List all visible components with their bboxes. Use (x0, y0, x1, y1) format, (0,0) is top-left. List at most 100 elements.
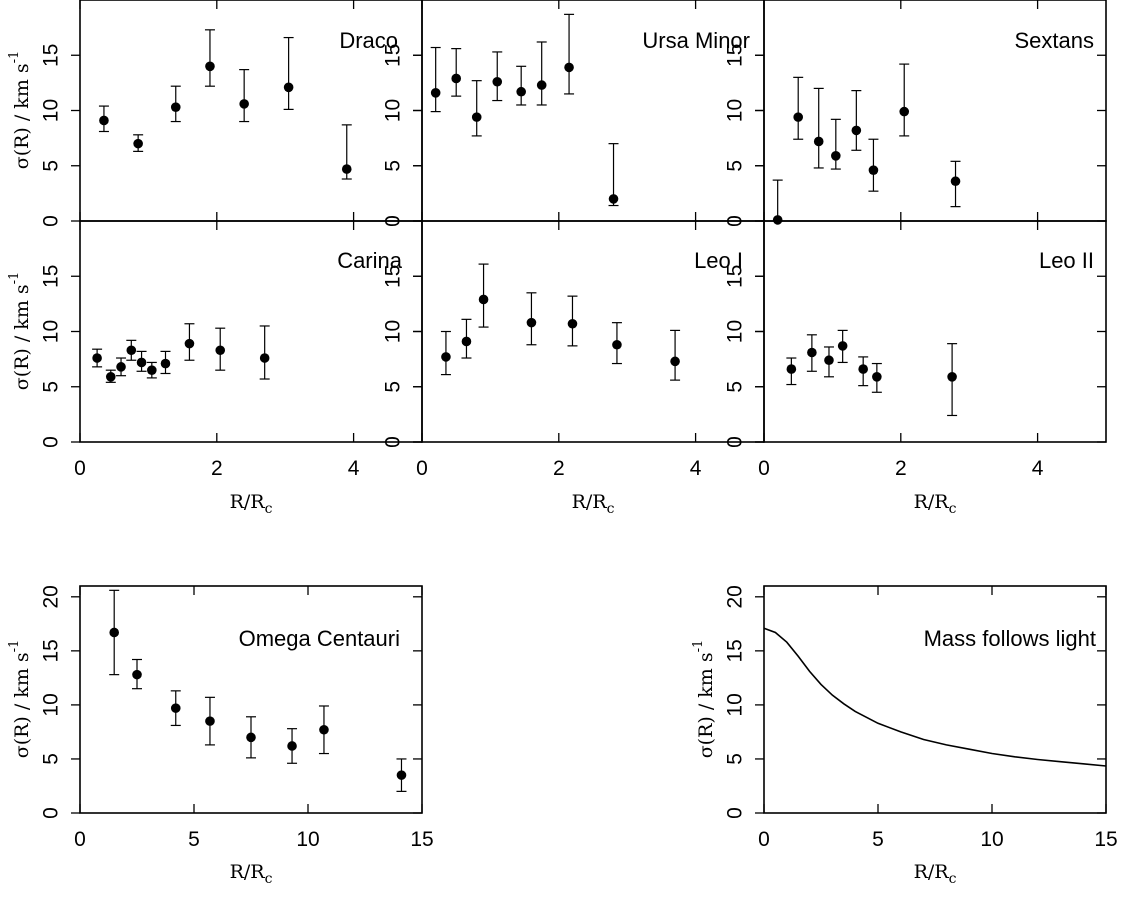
x-tick-label: 10 (980, 828, 1003, 851)
data-point (341, 164, 352, 174)
data-point (246, 732, 256, 743)
x-tick-label: 5 (872, 828, 884, 851)
y-tick-label: 10 (724, 99, 747, 122)
y-tick-label: 5 (724, 381, 747, 393)
x-axis-label: R/Rc (230, 491, 273, 517)
panel-title: Sextans (1015, 28, 1095, 53)
y-tick-label: 20 (724, 585, 747, 608)
data-point (899, 106, 910, 117)
data-point (837, 341, 848, 351)
y-tick-label: 5 (40, 753, 63, 765)
data-point (109, 627, 119, 638)
y-tick-label: 15 (724, 44, 747, 67)
y-tick-label: 10 (40, 320, 63, 343)
x-tick-label: 2 (553, 457, 565, 480)
data-point (147, 365, 157, 375)
x-axis-label: R/Rc (914, 861, 957, 887)
panel-title: Omega Centauri (239, 626, 400, 651)
y-axis-label: σ(R) / km s-1 (7, 51, 34, 170)
y-tick-label: 20 (40, 585, 63, 608)
data-point (567, 318, 578, 329)
y-axis-label: σ(R) / km s-1 (691, 640, 718, 759)
x-tick-label: 10 (296, 828, 319, 851)
data-point (824, 355, 834, 366)
data-point (950, 176, 961, 187)
y-tick-label: 15 (724, 639, 747, 662)
data-point (564, 62, 574, 73)
x-axis-labels: R/Rc R/Rc R/Rc R/Rc R/Rc (230, 491, 957, 887)
data-point (287, 741, 297, 751)
x-tick-label: 15 (410, 828, 433, 851)
data-point (133, 138, 143, 149)
panel-leo-ii: 0 2 4 0 5 10 15 Leo II (724, 220, 1107, 480)
y-tick-label: 5 (724, 753, 747, 765)
data-point (516, 86, 526, 97)
data-point (478, 294, 489, 305)
y-axis-label: σ(R) / km s-1 (7, 640, 34, 759)
data-point (441, 352, 451, 362)
data-point (868, 165, 879, 175)
data-point (132, 669, 142, 680)
data-point (807, 347, 817, 358)
x-tick-label: 0 (758, 457, 770, 480)
y-tick-label: 15 (40, 639, 63, 662)
x-tick-label: 5 (188, 828, 200, 851)
y-tick-label: 10 (724, 320, 747, 343)
model-curve (763, 627, 1107, 767)
data-point (451, 73, 462, 84)
y-tick-label: 15 (40, 265, 63, 288)
data-point (461, 336, 472, 347)
y-axis-label: σ(R) / km s-1 (7, 272, 34, 391)
panel-title: Draco (339, 28, 398, 53)
y-tick-label: 5 (382, 160, 405, 172)
data-point (793, 112, 803, 122)
data-point (319, 724, 329, 735)
panel-title: Carina (337, 248, 403, 273)
data-point (831, 151, 841, 161)
y-tick-label: 5 (40, 160, 63, 172)
x-tick-label: 0 (758, 828, 770, 851)
panel-omega-centauri: 0 5 10 15 0 5 10 15 20 Omega Centauri (40, 585, 434, 851)
y-tick-label: 10 (724, 693, 747, 716)
y-tick-label: 15 (40, 44, 63, 67)
x-axis-label: R/Rc (230, 861, 273, 887)
y-tick-label: 10 (40, 693, 63, 716)
panel-title: Mass follows light (924, 626, 1096, 651)
y-tick-label: 0 (382, 436, 405, 448)
x-tick-label: 0 (416, 457, 428, 480)
y-tick-label: 15 (382, 265, 405, 288)
y-tick-label: 0 (40, 215, 63, 227)
data-point (772, 215, 783, 225)
y-tick-label: 0 (724, 807, 747, 819)
panel-mass-follows-light: 0 5 10 15 0 5 10 15 20 Mass follows light (724, 585, 1118, 851)
y-tick-label: 5 (40, 381, 63, 393)
x-tick-label: 4 (348, 457, 360, 480)
data-point (526, 317, 537, 328)
panel-title: Ursa Minor (642, 28, 750, 53)
data-point (536, 80, 547, 90)
x-axis-label: R/Rc (914, 491, 957, 517)
y-tick-label: 10 (382, 320, 405, 343)
y-tick-label: 0 (40, 436, 63, 448)
y-tick-label: 0 (724, 436, 747, 448)
data-point (283, 82, 294, 93)
panel-title: Leo I (694, 248, 743, 273)
x-tick-label: 2 (211, 457, 223, 480)
x-axis-label: R/Rc (572, 491, 615, 517)
data-point (116, 362, 126, 372)
x-tick-label: 4 (1032, 457, 1044, 480)
y-tick-label: 10 (40, 99, 63, 122)
panel-draco: 0 5 10 15 Draco (40, 0, 423, 227)
data-point (612, 339, 622, 350)
data-point (492, 76, 503, 87)
data-point (170, 102, 181, 112)
y-tick-label: 15 (724, 265, 747, 288)
data-point (170, 703, 181, 713)
data-point (215, 345, 226, 356)
data-point (99, 115, 109, 126)
